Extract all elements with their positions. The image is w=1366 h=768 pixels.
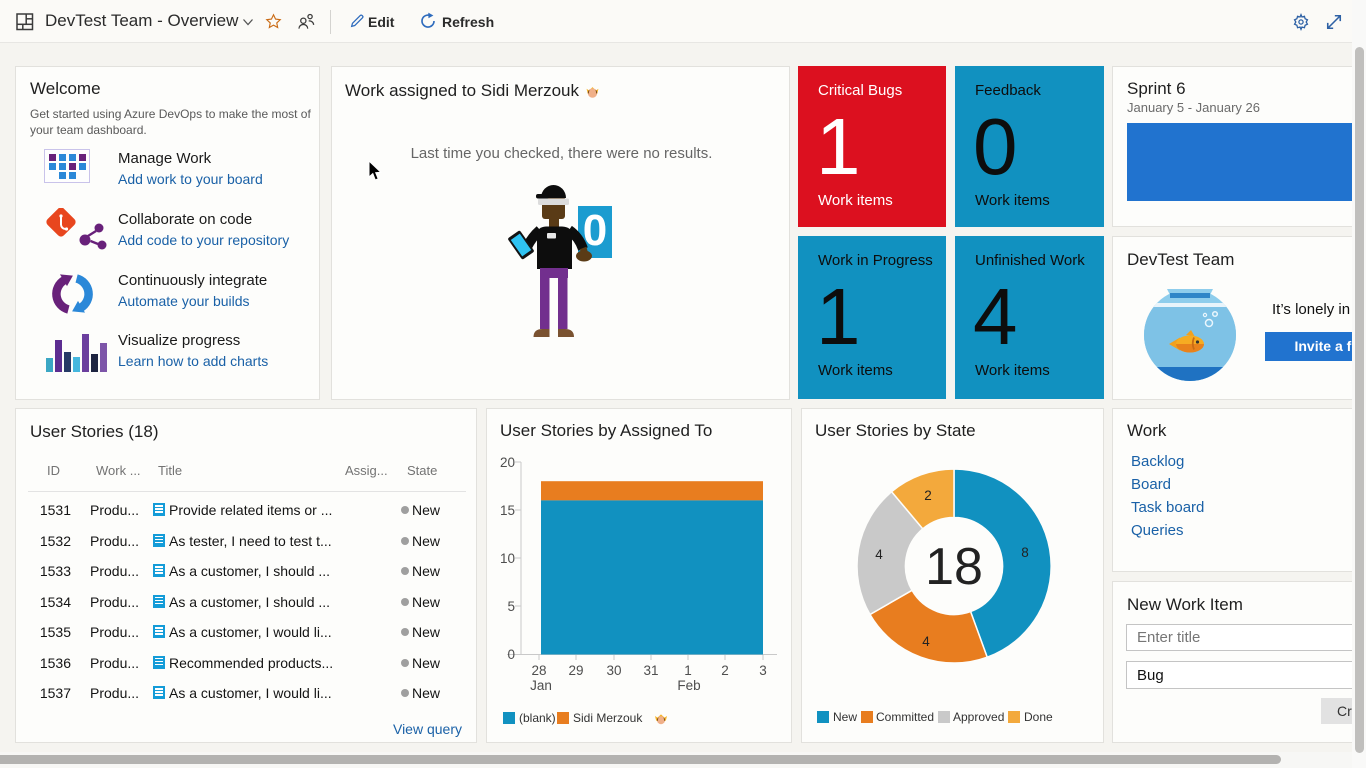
svg-text:15: 15	[500, 503, 515, 518]
svg-text:0: 0	[507, 647, 515, 662]
svg-text:Sidi Merzouk: Sidi Merzouk	[573, 711, 643, 725]
svg-text:20: 20	[500, 455, 515, 470]
svg-text:2: 2	[924, 488, 932, 503]
svg-text:28: 28	[531, 663, 546, 678]
svg-text:Done: Done	[1024, 710, 1053, 724]
svg-text:4: 4	[922, 634, 930, 649]
svg-text:30: 30	[606, 663, 621, 678]
svg-text:New: New	[833, 710, 857, 724]
svg-text:Jan: Jan	[530, 678, 552, 693]
svg-text:Approved: Approved	[953, 710, 1004, 724]
svg-text:Feb: Feb	[677, 678, 700, 693]
svg-text:(blank): (blank)	[519, 711, 556, 725]
svg-text:2: 2	[721, 663, 729, 678]
svg-text:5: 5	[507, 599, 515, 614]
svg-text:1: 1	[684, 663, 692, 678]
svg-text:3: 3	[759, 663, 767, 678]
svg-text:8: 8	[1021, 545, 1029, 560]
svg-text:29: 29	[568, 663, 583, 678]
svg-text:31: 31	[643, 663, 658, 678]
svg-text:18: 18	[925, 538, 983, 596]
svg-text:10: 10	[500, 551, 515, 566]
svg-text:Committed: Committed	[876, 710, 934, 724]
svg-text:4: 4	[875, 547, 883, 562]
